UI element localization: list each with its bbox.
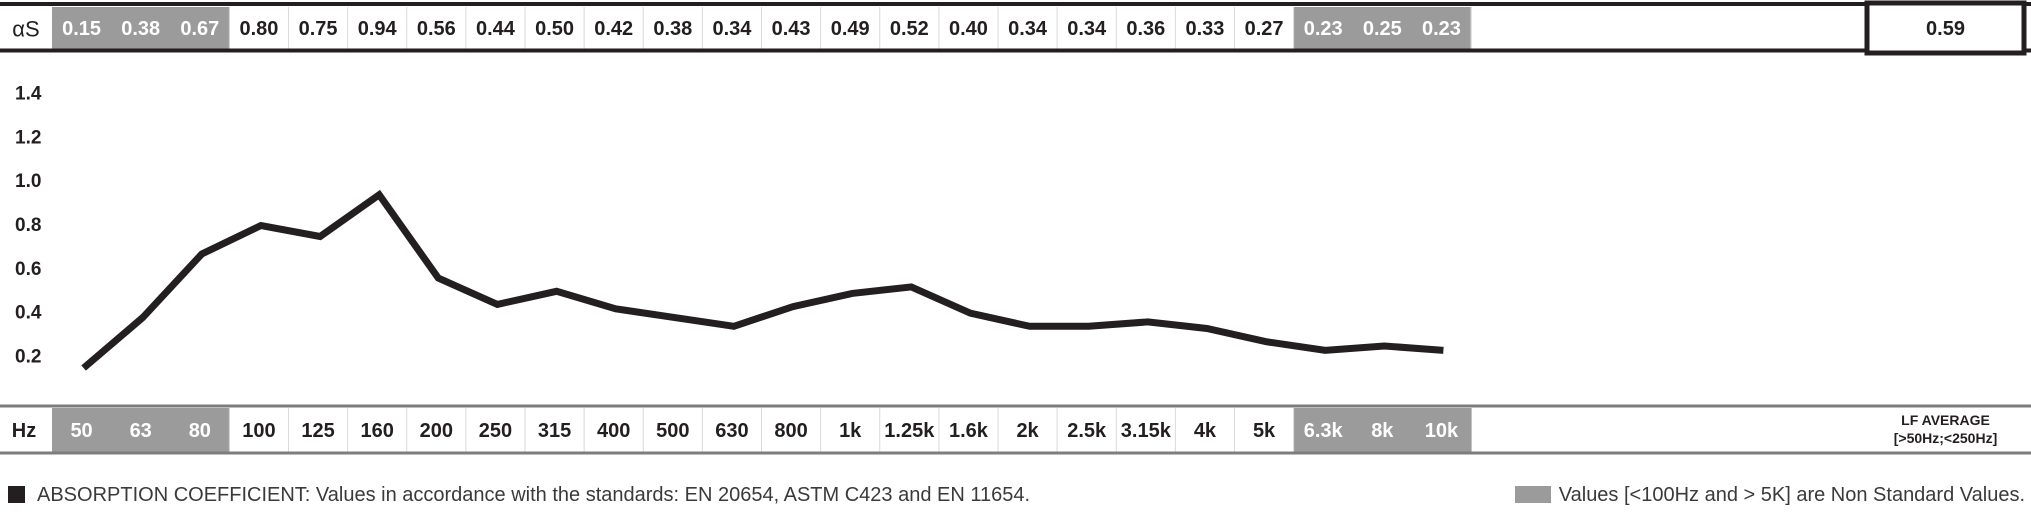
value-label: 0.25	[1363, 18, 1402, 40]
value-label: 0.44	[476, 18, 516, 40]
frequency-label: 8k	[1371, 420, 1394, 442]
footnote-non-standard: Values [<100Hz and > 5K] are Non Standar…	[1514, 483, 2025, 507]
frequency-label: 80	[189, 420, 211, 442]
frequency-label: 630	[715, 420, 748, 442]
value-cell-nonstandard	[111, 7, 171, 49]
value-label: 0.15	[62, 18, 101, 40]
freq-cell-nonstandard	[52, 408, 112, 452]
value-label: 0.34	[712, 18, 752, 40]
frequency-label: 63	[130, 420, 152, 442]
value-label: 0.49	[831, 18, 870, 40]
frequency-label: 2k	[1016, 420, 1039, 442]
absorption-series-line	[81, 189, 1444, 371]
value-label: 0.38	[121, 18, 160, 40]
value-label: 0.34	[1008, 18, 1048, 40]
value-label: 0.36	[1126, 18, 1165, 40]
lf-average-range: [>50Hz;<250Hz]	[1894, 430, 1998, 446]
value-cell-nonstandard	[1352, 7, 1413, 49]
frequency-label: 2.5k	[1067, 420, 1107, 442]
value-label: 0.56	[417, 18, 456, 40]
value-label: 0.42	[594, 18, 633, 40]
frequency-label: 50	[70, 420, 92, 442]
value-label: 0.94	[358, 18, 398, 40]
value-cell-nonstandard	[170, 7, 230, 49]
frequency-label: 200	[420, 420, 453, 442]
frequency-label: 1.6k	[949, 420, 989, 442]
value-label: 0.43	[772, 18, 811, 40]
footnote-non-standard-text: Values [<100Hz and > 5K] are Non Standar…	[1558, 484, 2025, 506]
value-label: 0.50	[535, 18, 574, 40]
row-label-alpha-s: αS	[12, 17, 39, 42]
lf-average-box	[1864, 0, 2027, 56]
y-tick-label: 1.4	[15, 84, 42, 105]
freq-cell-nonstandard	[1411, 408, 1472, 452]
frequency-label: 160	[361, 420, 394, 442]
freq-cell-nonstandard	[1293, 408, 1354, 452]
frequency-label: 3.15k	[1121, 420, 1172, 442]
value-label: 0.23	[1304, 18, 1343, 40]
value-label: 0.40	[949, 18, 988, 40]
frequency-label: 800	[774, 420, 807, 442]
y-tick-label: 0.2	[15, 347, 41, 368]
value-label: 0.23	[1422, 18, 1461, 40]
value-label: 0.34	[1067, 18, 1107, 40]
value-label: 0.52	[890, 18, 929, 40]
frequency-label: 4k	[1194, 420, 1217, 442]
value-label: 0.67	[180, 18, 219, 40]
frequency-label: 100	[242, 420, 275, 442]
freq-cell-nonstandard	[170, 408, 230, 452]
footnote-absorption-text: ABSORPTION COEFFICIENT: Values in accord…	[37, 484, 1031, 506]
value-label: 0.27	[1245, 18, 1284, 40]
frequency-label: 400	[597, 420, 630, 442]
value-label: 0.75	[299, 18, 338, 40]
non-standard-swatch-icon	[1514, 486, 1551, 503]
legend-square-icon	[8, 486, 25, 503]
value-label: 0.33	[1185, 18, 1224, 40]
frequency-label: 10k	[1425, 420, 1459, 442]
frequency-label: 250	[479, 420, 512, 442]
footnote-absorption: ABSORPTION COEFFICIENT: Values in accord…	[8, 483, 1030, 507]
frequency-label: 1k	[839, 420, 862, 442]
lf-average-value: 0.59	[1926, 18, 1965, 40]
y-tick-label: 0.4	[15, 303, 42, 324]
freq-cell-nonstandard	[1352, 408, 1413, 452]
value-cell-nonstandard	[1411, 7, 1472, 49]
frequency-label: 1.25k	[884, 420, 935, 442]
frequency-label: 500	[656, 420, 689, 442]
frequency-label: 6.3k	[1304, 420, 1344, 442]
freq-cell-nonstandard	[111, 408, 171, 452]
value-cell-nonstandard	[1293, 7, 1354, 49]
row-label-hz: Hz	[12, 420, 36, 442]
y-tick-label: 1.0	[15, 171, 41, 192]
frequency-label: 5k	[1253, 420, 1276, 442]
frequency-label: 125	[301, 420, 334, 442]
y-tick-label: 1.2	[15, 127, 41, 148]
frequency-label: 315	[538, 420, 571, 442]
lf-average-label: LF AVERAGE	[1901, 412, 1990, 428]
value-label: 0.80	[239, 18, 278, 40]
value-label: 0.38	[653, 18, 692, 40]
y-tick-label: 0.6	[15, 259, 41, 280]
value-cell-nonstandard	[52, 7, 112, 49]
y-tick-label: 0.8	[15, 215, 41, 236]
